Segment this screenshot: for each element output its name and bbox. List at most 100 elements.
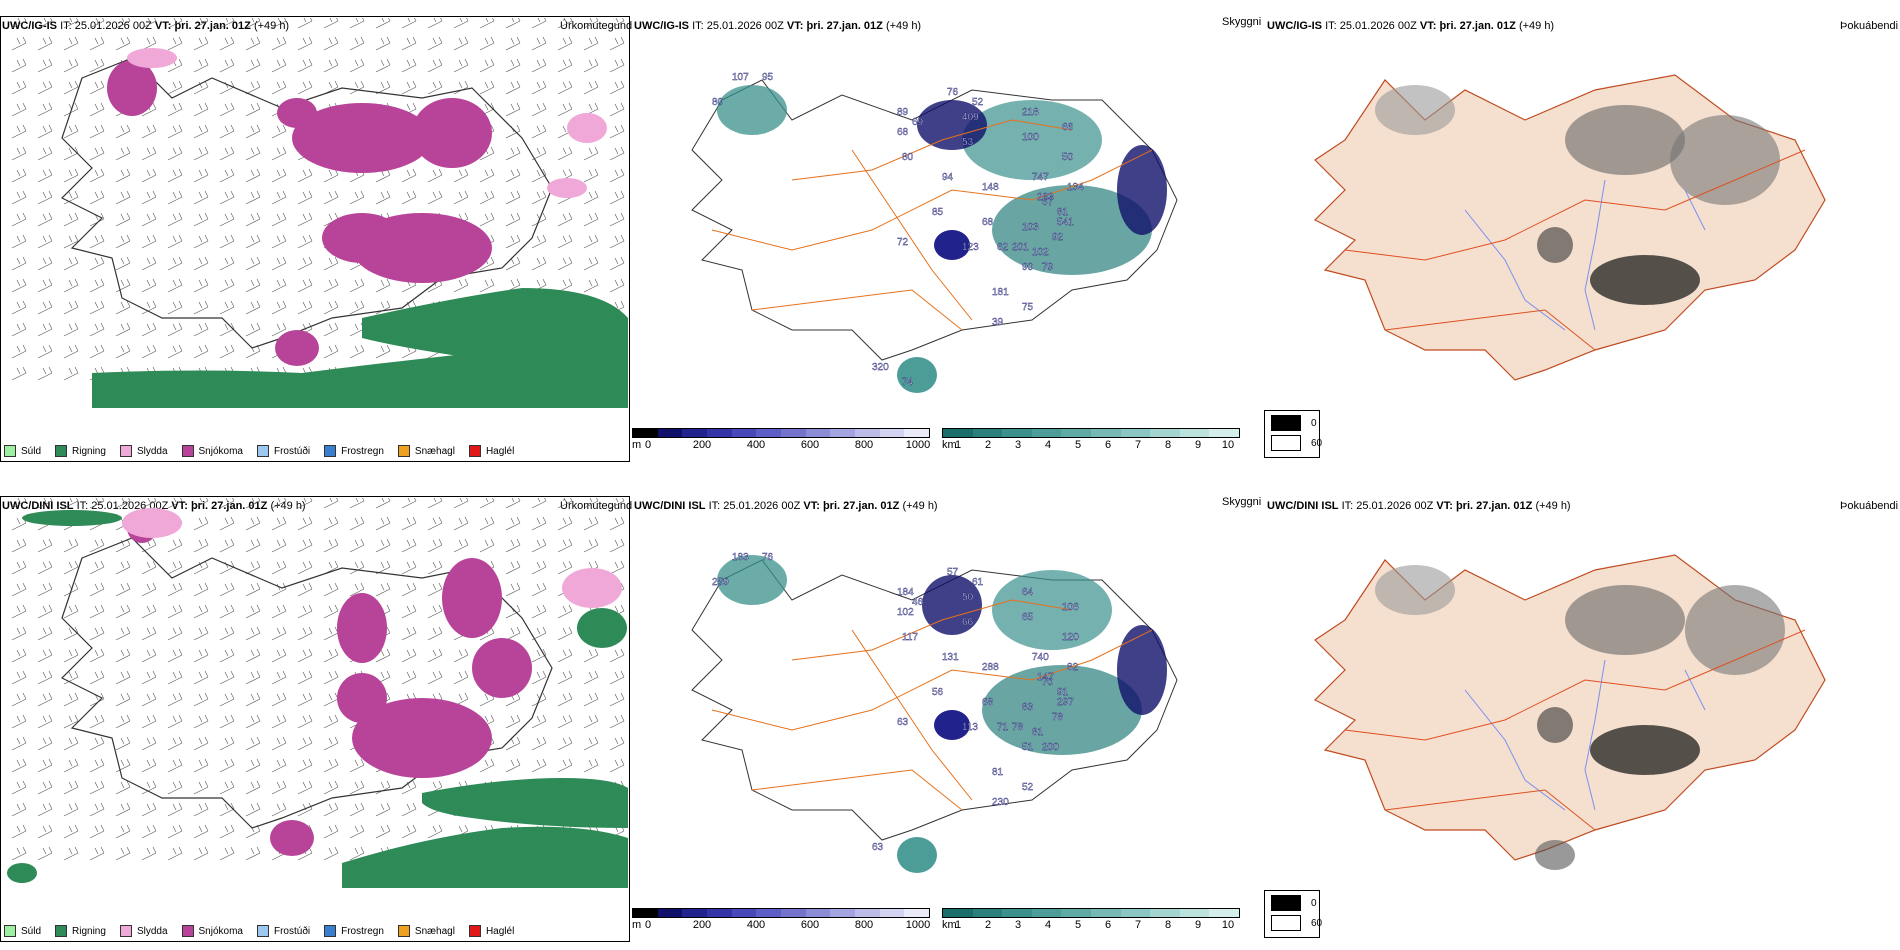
wind-barb (63, 758, 79, 773)
wind-barb (219, 212, 235, 227)
wind-barb (245, 344, 261, 359)
panel-type-label: Skyggni (1222, 496, 1262, 508)
visibility-value-label: 64 (1022, 587, 1034, 598)
wind-barb (323, 582, 339, 597)
panel-title: UWC/DINI ISL IT: 25.01.2026 00Z VT: þri.… (634, 500, 938, 512)
fog-shading (1375, 565, 1785, 870)
wind-barb (193, 538, 209, 553)
wind-barb (323, 692, 339, 707)
visibility-value-label: 78 (1012, 722, 1024, 733)
scale-tick: 200 (692, 919, 712, 931)
wind-barb (245, 278, 261, 293)
wind-barb (11, 648, 27, 663)
wind-barb (583, 234, 599, 249)
wind-barb (505, 538, 521, 553)
wind-barb (89, 582, 105, 597)
rivers (1464, 659, 1706, 811)
wind-barb (245, 168, 261, 183)
wind-barb (557, 102, 573, 117)
wind-barb (89, 714, 105, 729)
scale-tick: 200 (692, 439, 712, 451)
scale-tick: 3 (1014, 919, 1022, 931)
wind-barb (557, 498, 573, 509)
legend-item: Haglél (468, 445, 514, 457)
wind-barb (323, 278, 339, 293)
wind-barb (89, 344, 105, 359)
wind-barb (609, 758, 625, 773)
visibility-value-label: 74 (902, 377, 914, 388)
wind-barb (401, 560, 417, 575)
wind-barb (63, 168, 79, 183)
wind-barb (505, 146, 521, 161)
visibility-value-label: 184 (897, 587, 914, 598)
wind-barb (167, 300, 183, 315)
visibility-value-label: 61 (972, 577, 984, 588)
visibility-value-label: 102 (897, 607, 914, 618)
wind-barb (505, 256, 521, 271)
wind-barb (271, 80, 287, 95)
wind-barb (141, 626, 157, 641)
visibility-panel-bottom: UWC/DINI ISL IT: 25.01.2026 00Z VT: þri.… (632, 480, 1322, 945)
wind-barb (531, 582, 547, 597)
wind-barb (453, 18, 469, 29)
legend-item: Frostúði (256, 445, 310, 457)
wind-barb (245, 102, 261, 117)
wind-barb (349, 538, 365, 553)
wind-barb (115, 344, 131, 359)
wind-barb (193, 278, 209, 293)
wind-barb (245, 692, 261, 707)
wind-barb (297, 516, 313, 531)
wind-barb (63, 18, 79, 29)
wind-barb (141, 560, 157, 575)
wind-barb (297, 18, 313, 29)
wind-barb (115, 846, 131, 861)
wind-barb (89, 846, 105, 861)
wind-barb (401, 58, 417, 73)
wind-barb (609, 278, 625, 293)
wind-barb (63, 626, 79, 641)
scale-tick: 2 (984, 439, 992, 451)
wind-barb (141, 146, 157, 161)
wind-barb (427, 604, 443, 619)
wind-barb (89, 498, 105, 509)
wind-barb (375, 18, 391, 29)
wind-barb (427, 538, 443, 553)
legend-item: Frostregn (324, 445, 384, 457)
wind-barb (63, 36, 79, 51)
wind-barb (11, 278, 27, 293)
wind-barb (323, 648, 339, 663)
wind-barb (63, 300, 79, 315)
wind-barb (167, 146, 183, 161)
wind-barb (271, 538, 287, 553)
visibility-value-label: 80 (902, 152, 914, 163)
wind-barb (219, 234, 235, 249)
wind-barb (115, 604, 131, 619)
wind-barb (63, 58, 79, 73)
wind-barb (557, 648, 573, 663)
wind-barb (167, 168, 183, 183)
panel-title: UWC/IG-IS IT: 25.01.2026 00Z VT: þri. 27… (1267, 20, 1555, 32)
wind-barb (349, 802, 365, 817)
wind-barb (583, 692, 599, 707)
legend-item: Slydda (119, 445, 168, 457)
wind-barb (63, 146, 79, 161)
wind-barb (11, 366, 27, 381)
wind-barb (323, 758, 339, 773)
visibility-value-label: 71 (997, 722, 1009, 733)
wind-barb (115, 256, 131, 271)
wind-barb (453, 190, 469, 205)
panel-title: UWC/IG-IS IT: 25.01.2026 00Z VT: þri. 27… (2, 20, 290, 32)
wind-barb (11, 234, 27, 249)
wind-barb (479, 80, 495, 95)
wind-barb (323, 780, 339, 795)
wind-barb (63, 498, 79, 509)
wind-barb (505, 80, 521, 95)
wind-barb (89, 300, 105, 315)
wind-barb (167, 670, 183, 685)
wind-barb (479, 758, 495, 773)
wind-barb (11, 498, 27, 509)
wind-barb (37, 18, 53, 29)
wind-barb (219, 18, 235, 29)
wind-barb (193, 736, 209, 751)
wind-barb (63, 234, 79, 249)
